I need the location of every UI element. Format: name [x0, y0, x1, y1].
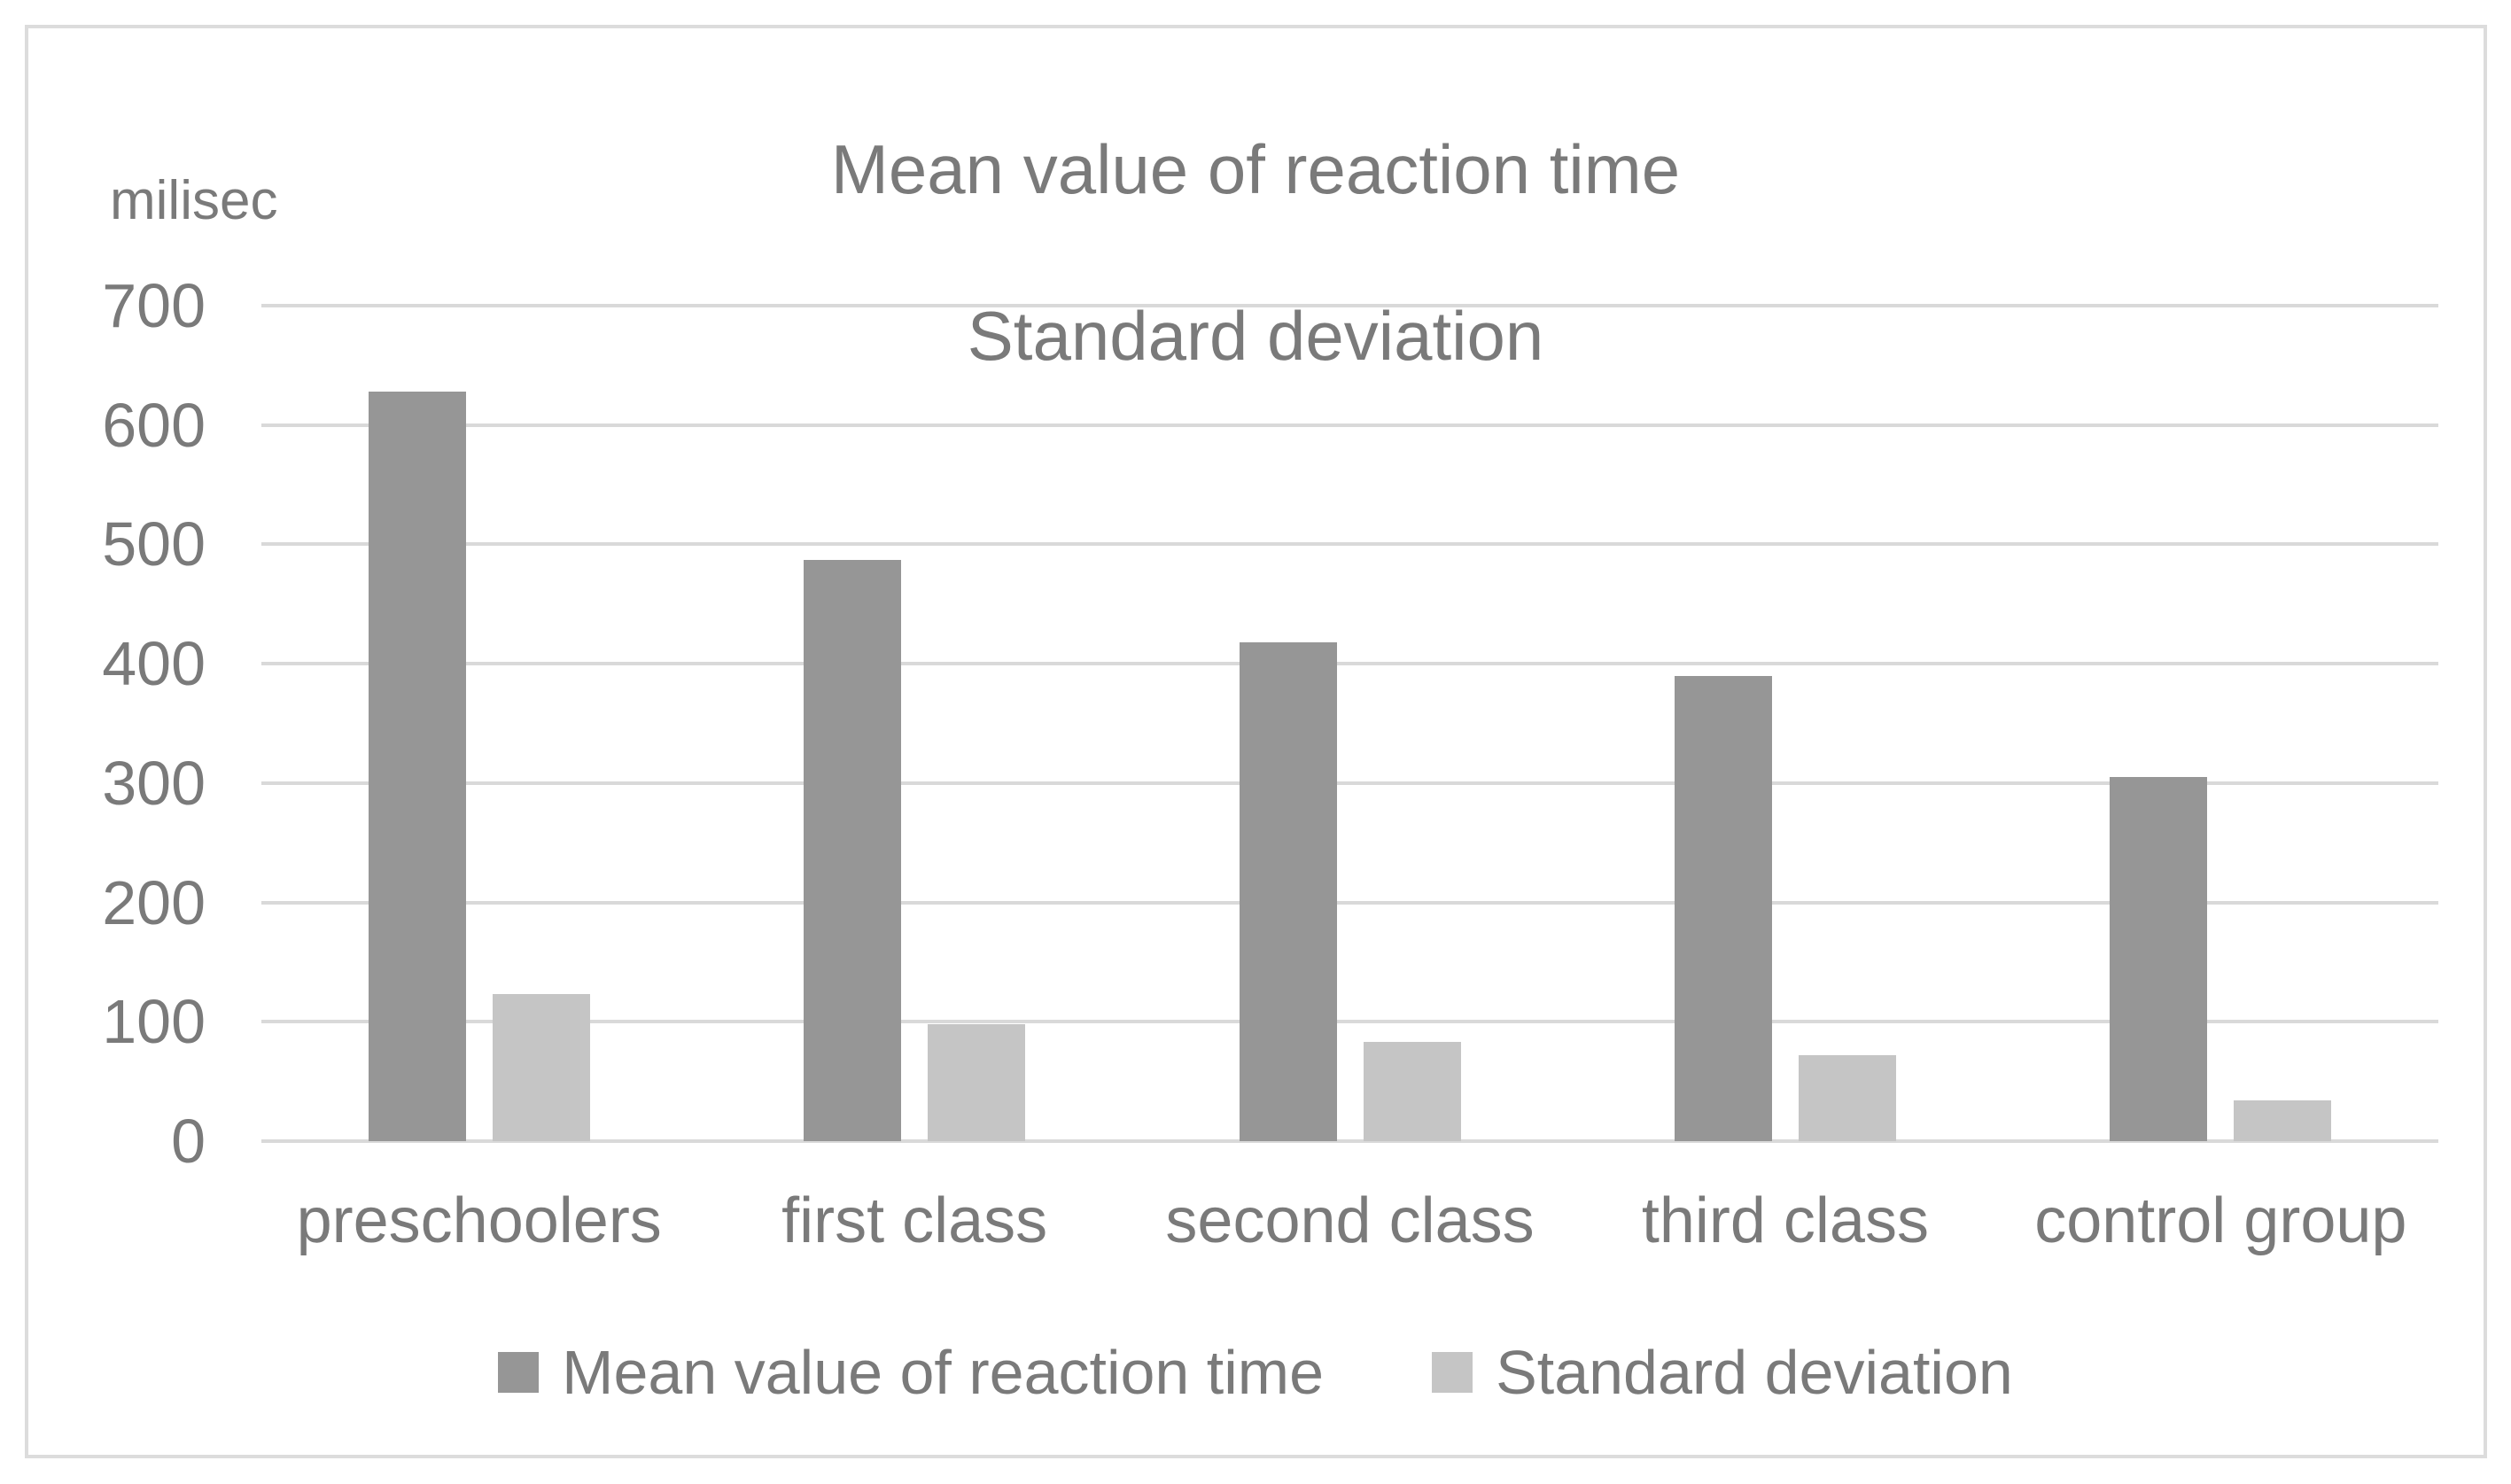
bar-sd-preschoolers: [492, 994, 590, 1141]
category-slot-preschoolers: [261, 306, 696, 1141]
x-axis-category-labels: preschoolers first class second class third…: [261, 1189, 2438, 1253]
gridline-400: [261, 662, 2438, 666]
legend-swatch-mean: [498, 1352, 540, 1393]
gridline-700: [261, 304, 2438, 307]
legend-item-mean: Mean value of reaction time: [498, 1341, 1324, 1403]
y-tick-label-700: 700: [102, 271, 206, 340]
gridline-200: [261, 900, 2438, 905]
y-axis-unit-label: milisec: [110, 170, 278, 231]
gridline-300: [261, 781, 2438, 785]
gridline-100: [261, 1020, 2438, 1024]
legend-label-mean: Mean value of reaction time: [562, 1338, 1325, 1407]
bar-mean-second-class: [1239, 641, 1337, 1141]
y-tick-label-100: 100: [102, 987, 206, 1057]
bar-mean-control-group: [2110, 777, 2208, 1141]
legend-item-sd: Standard deviation: [1432, 1341, 2013, 1403]
category-slot-control-group: [2003, 306, 2438, 1141]
gridline-600: [261, 423, 2438, 427]
x-label-first-class: first class: [781, 1185, 1048, 1256]
y-tick-label-600: 600: [102, 390, 206, 460]
bar-sd-third-class: [1798, 1055, 1896, 1141]
chart-title: Mean value of reaction time Standard dev…: [0, 44, 2511, 461]
y-tick-label-0: 0: [171, 1107, 206, 1176]
y-tick-label-200: 200: [102, 867, 206, 937]
x-label-second-class: second class: [1165, 1185, 1535, 1256]
category-slot-first-class: [696, 306, 1131, 1141]
chart-title-line2: Standard deviation: [967, 297, 1544, 375]
x-label-control-group: control group: [2034, 1185, 2407, 1256]
bar-mean-preschoolers: [368, 392, 466, 1141]
y-tick-label-500: 500: [102, 509, 206, 579]
chart-title-line1: Mean value of reaction time: [830, 130, 1681, 208]
bar-sd-first-class: [928, 1023, 1026, 1141]
x-label-third-class: third class: [1641, 1185, 1929, 1256]
plot-area: [261, 304, 2438, 1143]
bar-sd-second-class: [1363, 1042, 1461, 1141]
gridline-0: [261, 1139, 2438, 1143]
gridline-500: [261, 542, 2438, 547]
legend-label-sd: Standard deviation: [1496, 1338, 2013, 1407]
bar-mean-third-class: [1674, 675, 1772, 1141]
category-slot-second-class: [1132, 306, 1567, 1141]
bars-layer: [261, 306, 2438, 1141]
chart-border: [25, 25, 2487, 1458]
y-tick-label-400: 400: [102, 629, 206, 699]
y-axis-tick-labels: 0 100 200 300 400 500 600 700: [0, 275, 206, 1172]
bar-sd-control-group: [2234, 1100, 2332, 1141]
legend: Mean value of reaction time Standard devi…: [0, 1341, 2511, 1403]
x-label-preschoolers: preschoolers: [296, 1185, 662, 1256]
category-slot-third-class: [1567, 306, 2002, 1141]
bar-mean-first-class: [804, 559, 902, 1141]
y-tick-label-300: 300: [102, 748, 206, 818]
legend-swatch-sd: [1432, 1352, 1473, 1393]
